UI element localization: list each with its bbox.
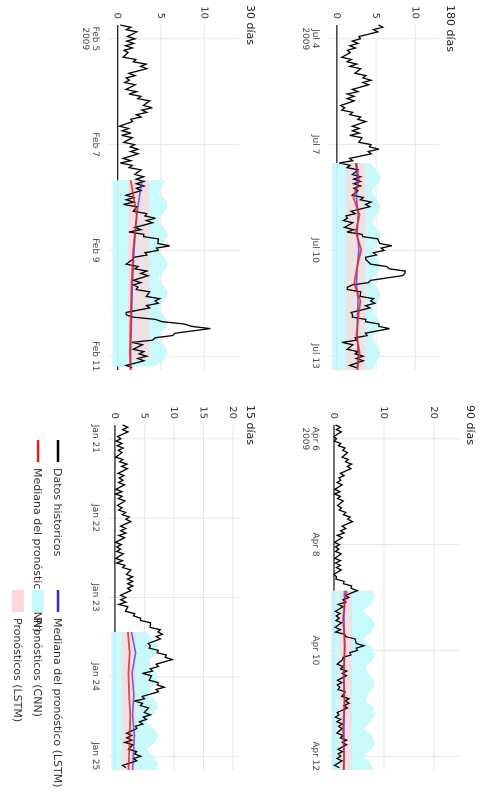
x-tick-label: Jul 7 xyxy=(310,134,320,154)
cnn-median-line xyxy=(128,180,138,371)
x-tick-label: 2009 xyxy=(300,27,310,50)
panel-title: 15 días xyxy=(244,405,257,445)
y-tick-label: 5 xyxy=(370,13,381,19)
legend-swatch xyxy=(12,590,24,612)
y-tick-label: 10 xyxy=(409,6,420,19)
y-tick-label: 0 xyxy=(109,413,120,419)
y-tick-label: 5 xyxy=(138,413,149,419)
y-tick-label: 15 xyxy=(198,406,209,419)
historical-line xyxy=(117,24,211,369)
lstm-median-line xyxy=(130,631,137,771)
x-tick-label: Jan 25 xyxy=(90,741,100,770)
x-tick-label: Feb 11 xyxy=(90,341,100,371)
panel-title: 90 días xyxy=(464,405,477,445)
x-tick-label: 2009 xyxy=(300,427,310,450)
legend: Datos historicos Mediana del pronóstico (… xyxy=(11,440,64,788)
legend-label: Pronósticos (CNN) xyxy=(31,618,44,717)
x-tick-label: Jan 22 xyxy=(90,503,100,532)
y-tick-label: 10 xyxy=(168,406,179,419)
historical-line xyxy=(332,424,367,769)
x-tick-label: Feb 9 xyxy=(90,238,100,263)
x-tick-label: Jul 4 xyxy=(310,28,320,49)
x-tick-label: Apr 8 xyxy=(310,533,320,557)
legend-label: Pronósticos (LSTM) xyxy=(11,618,24,722)
x-tick-label: Jul 13 xyxy=(310,343,320,369)
x-tick-label: Jan 21 xyxy=(90,424,100,453)
legend-label: Datos historicos xyxy=(51,468,64,557)
lstm-forecast-band xyxy=(340,590,352,770)
y-tick-label: 10 xyxy=(378,406,389,419)
x-tick-label: Jul 10 xyxy=(310,237,320,263)
y-tick-label: 20 xyxy=(428,406,439,419)
y-tick-label: 10 xyxy=(198,6,209,19)
y-tick-label: 0 xyxy=(112,13,123,19)
x-tick-label: 2009 xyxy=(80,27,90,50)
x-tick-label: Apr 12 xyxy=(310,741,320,771)
cnn-median-line xyxy=(352,162,363,371)
panel-3: 15 días Jan 21 Jan 22 Jan 23 Jan 24 Jan 25 0 5 1… xyxy=(90,405,257,770)
x-tick-label: Apr 10 xyxy=(310,635,320,665)
y-tick-label: 20 xyxy=(227,406,238,419)
x-tick-label: Jan 24 xyxy=(90,662,100,691)
cnn-median-line xyxy=(342,590,348,771)
cnn-median-line xyxy=(127,631,132,771)
y-tick-label: 0 xyxy=(328,413,339,419)
legend-label: Mediana del pronóstico (LSTM) xyxy=(51,618,64,788)
legend-swatch xyxy=(32,590,44,612)
historical-line xyxy=(113,424,175,769)
x-tick-label: Jan 23 xyxy=(90,582,100,611)
panel-title: 180 días xyxy=(444,5,457,52)
x-tick-label: Feb 5 xyxy=(90,27,100,52)
y-tick-label: 5 xyxy=(155,13,166,19)
panel-title: 30 días xyxy=(244,5,257,45)
y-tick-label: 0 xyxy=(331,13,342,19)
x-tick-label: Apr 6 xyxy=(310,427,320,451)
x-tick-label: Feb 7 xyxy=(90,132,100,157)
